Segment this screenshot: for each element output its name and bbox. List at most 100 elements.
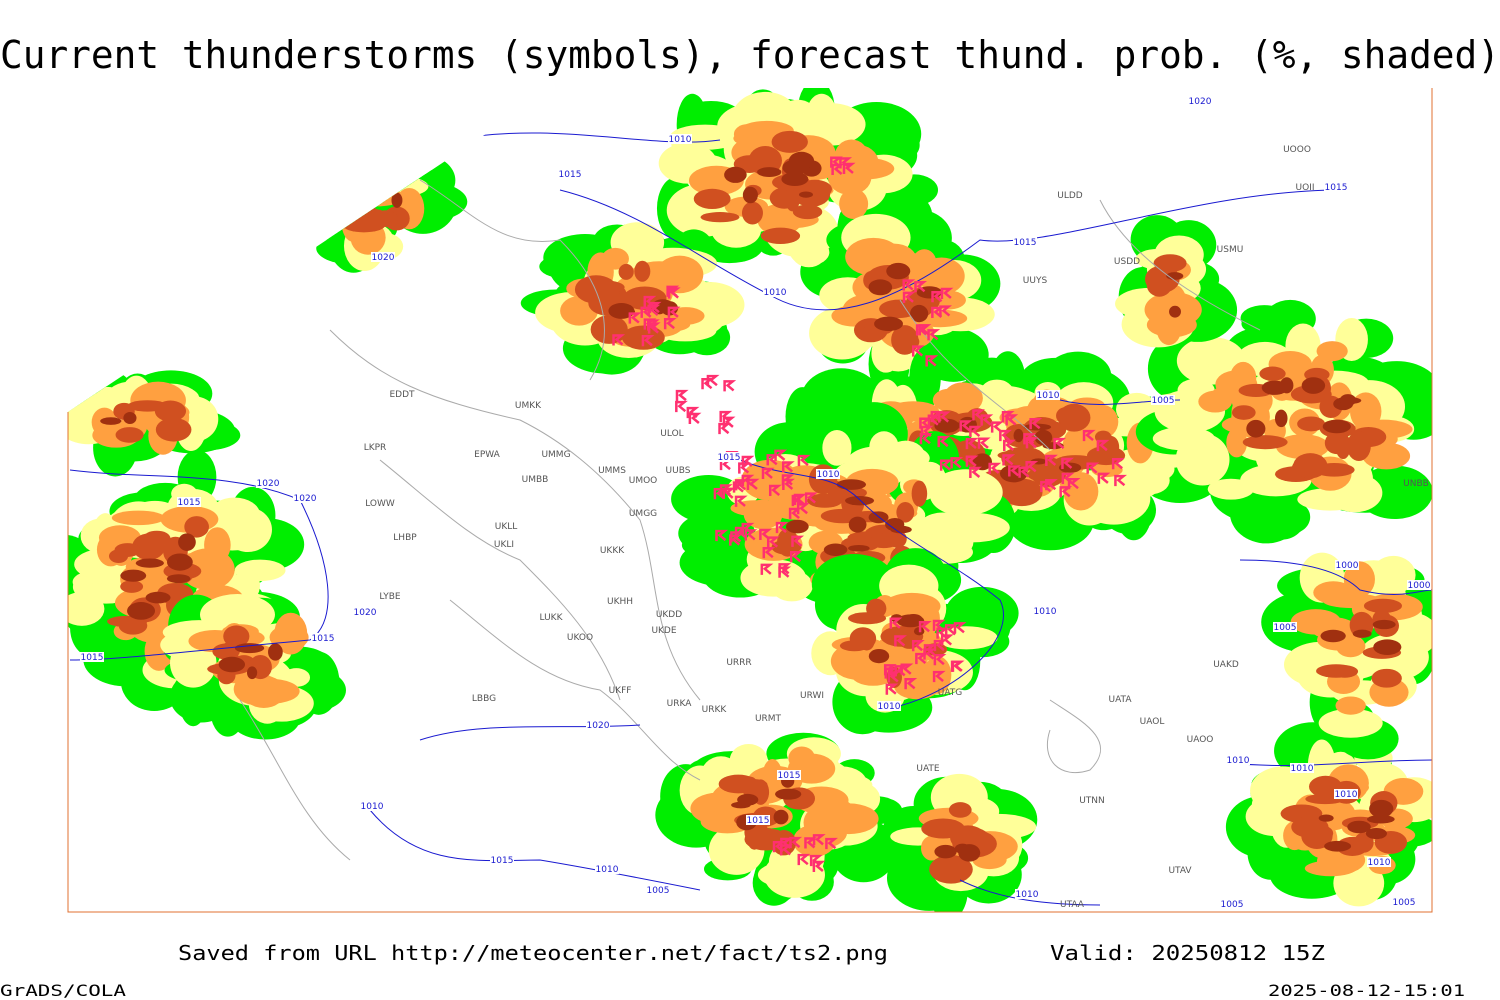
isobar-label-bg	[1290, 763, 1314, 773]
isobar-label-bg	[1273, 622, 1297, 632]
storm-symbol	[889, 617, 903, 629]
shade-cell	[910, 304, 929, 323]
shade-cell	[225, 511, 267, 549]
storm-symbol	[885, 683, 899, 695]
shade-cell	[246, 666, 258, 680]
shade-cell	[108, 549, 129, 564]
station-label: UATA	[1108, 695, 1132, 705]
shade-cell	[574, 275, 618, 304]
shade-cell	[1161, 284, 1188, 326]
shade-cell	[1274, 409, 1288, 428]
shade-cell	[742, 186, 758, 204]
shade-cell	[911, 480, 928, 507]
shade-cell	[154, 400, 187, 422]
saved-url: Saved from URL http://meteocenter.net/fa…	[178, 941, 888, 965]
shade-cell	[1242, 435, 1288, 450]
shade-cell	[135, 558, 164, 568]
shade-cell	[1371, 555, 1416, 594]
storm-symbol	[965, 455, 979, 467]
valid-time: Valid: 20250812 15Z	[1050, 941, 1325, 965]
station-label: LUKK	[540, 613, 564, 623]
storm-symbol	[1059, 486, 1073, 498]
station-label: UATE	[916, 764, 940, 774]
station-label: LYBE	[379, 592, 400, 602]
shade-cell	[1268, 767, 1324, 800]
shade-cell	[943, 382, 983, 414]
shade-cell	[100, 417, 122, 425]
shade-cell	[1246, 419, 1266, 438]
shade-cell	[1346, 431, 1371, 461]
station-label: UTAV	[1168, 866, 1192, 876]
isobar-label: 1005	[1393, 898, 1416, 908]
shade-cell	[782, 159, 809, 176]
title: Current thunderstorms (symbols), forecas…	[0, 33, 1500, 77]
storm-symbol	[965, 437, 979, 450]
storm-symbol	[791, 535, 805, 547]
shade-cell	[166, 574, 191, 584]
isobar-label-bg	[371, 252, 395, 262]
storm-symbol	[778, 566, 792, 578]
storm-symbol	[772, 841, 786, 853]
shade-cell	[914, 512, 972, 557]
storm-symbol	[734, 479, 748, 491]
isobar-label-bg	[1324, 182, 1348, 192]
shade-cell	[929, 469, 1003, 516]
shade-cell	[799, 191, 813, 198]
isobar-label-bg	[1151, 395, 1175, 405]
shade-cell	[1318, 708, 1383, 738]
labels: ULDD USDD USMU UUYS ULOL EDDT EPWA UMMG UMKK UMBB…	[80, 96, 1431, 910]
storm-symbol	[933, 653, 947, 666]
storm-symbol	[988, 462, 1002, 474]
storm-symbol	[1061, 457, 1075, 469]
isobar-label-bg	[558, 169, 582, 179]
storm-symbol	[791, 494, 805, 507]
shade-cell	[218, 656, 246, 673]
shade-cell	[948, 802, 972, 818]
storm-symbol	[667, 306, 681, 318]
isobar-label: 1015	[1325, 183, 1348, 193]
isobar-label-bg	[877, 701, 901, 711]
shade-cell	[178, 533, 196, 551]
shade-cell	[1331, 665, 1359, 678]
isobar-label: 1015	[178, 498, 201, 508]
storm-symbol	[706, 374, 720, 387]
shade-cell	[891, 325, 919, 355]
timestamp: 2025-08-12-15:01	[1268, 981, 1465, 1000]
station-label: UOOO	[1283, 145, 1311, 155]
storm-symbol	[1086, 462, 1100, 474]
credit: GrADS/COLA	[0, 981, 126, 1000]
isobar-label: 1020	[587, 721, 610, 731]
isobar-label-bg	[595, 864, 619, 874]
storm-symbol	[1040, 480, 1053, 493]
storm-symbol	[730, 531, 743, 543]
shade-cell	[155, 417, 192, 442]
shade-cell	[958, 844, 981, 862]
shade-cell	[1198, 390, 1233, 413]
shade-cell	[743, 499, 783, 530]
station-label: UUBS	[666, 466, 691, 476]
station-label: ULDD	[1057, 191, 1083, 201]
isobar-label: 1010	[1016, 890, 1039, 900]
isobar-label: 1005	[1274, 623, 1297, 633]
shade-cell	[145, 591, 171, 604]
storm-symbol	[628, 312, 642, 324]
storm-symbol	[977, 437, 991, 449]
storm-symbol	[842, 162, 856, 174]
isobar-label-bg	[1013, 237, 1037, 247]
storm-symbol	[812, 860, 826, 873]
isobar-label-bg	[80, 652, 104, 662]
shade-cell	[268, 643, 283, 661]
shade-cell	[180, 548, 235, 590]
isobar-label-bg	[586, 720, 610, 730]
shade-cell	[234, 643, 265, 654]
storm-symbol	[722, 487, 736, 499]
isobar-label: 1010	[361, 802, 384, 812]
station-label: EDDT	[389, 390, 415, 400]
shade-cell	[760, 227, 801, 245]
isobar-label: 1015	[559, 170, 582, 180]
shade-cell	[111, 510, 165, 526]
isobar-label-bg	[1334, 789, 1358, 799]
shade-cell	[921, 818, 965, 839]
shade-cell	[1169, 305, 1181, 318]
